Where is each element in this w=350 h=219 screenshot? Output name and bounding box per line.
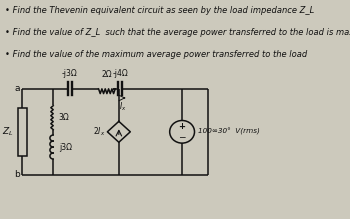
Text: $Z_L$: $Z_L$ [2, 125, 14, 138]
Text: -j4Ω: -j4Ω [112, 69, 128, 78]
Text: b: b [15, 170, 20, 179]
Text: +: + [178, 122, 186, 131]
Text: • Find the Thevenin equivalent circuit as seen by the load impedance Z_L: • Find the Thevenin equivalent circuit a… [6, 6, 315, 15]
Text: 3Ω: 3Ω [59, 113, 69, 122]
Text: a: a [15, 84, 20, 93]
Text: 100∞30°  V(rms): 100∞30° V(rms) [198, 128, 260, 135]
Text: • Find the value of the maximum average power transferred to the load: • Find the value of the maximum average … [6, 50, 308, 59]
Bar [18, 108, 27, 156]
Text: −: − [178, 132, 186, 141]
Text: $I_x$: $I_x$ [119, 101, 126, 113]
Text: $2I_x$: $2I_x$ [93, 125, 105, 138]
Text: j3Ω: j3Ω [60, 143, 72, 152]
Text: 2Ω: 2Ω [102, 70, 112, 79]
Text: -j3Ω: -j3Ω [62, 69, 78, 78]
Text: • Find the value of Z_L  such that the average power transferred to the load is : • Find the value of Z_L such that the av… [6, 28, 350, 37]
